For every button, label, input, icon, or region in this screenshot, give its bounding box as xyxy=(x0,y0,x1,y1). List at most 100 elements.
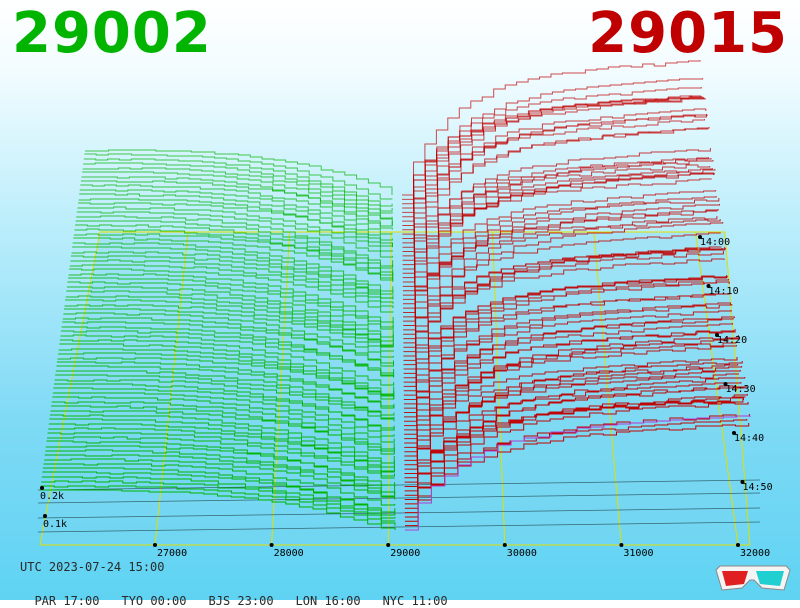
ask-depth-line xyxy=(404,394,748,514)
depth-tick-mark xyxy=(43,514,47,518)
bid-depth-lines xyxy=(40,149,396,530)
ask-depth-line xyxy=(404,396,746,501)
bid-depth-line xyxy=(67,281,394,330)
chart-axes: 27000 28000 29000 30000 31000 32000 14:00 14:10… xyxy=(40,235,773,559)
ask-depth-line xyxy=(403,196,717,305)
price-tick-mark xyxy=(502,543,507,547)
clock-london: LON 16:00 xyxy=(295,594,361,608)
ask-depth-line xyxy=(403,293,729,383)
ask-depth-line xyxy=(402,190,717,300)
bid-depth-line xyxy=(85,149,393,195)
world-clocks: PAR 17:00 TYO 00:00 BJS 23:00 LON 16:00 NYC … xyxy=(20,580,470,608)
bid-depth-line xyxy=(79,189,393,235)
bid-depth-line xyxy=(78,202,393,248)
bid-depth-line xyxy=(44,458,396,500)
3d-glasses-icon[interactable] xyxy=(714,562,792,592)
bid-depth-line xyxy=(82,171,393,219)
depth-reference-line xyxy=(37,507,761,519)
utc-clock: UTC 2023-07-24 15:00 xyxy=(20,560,165,574)
ask-depth-line xyxy=(402,78,704,213)
bid-depth-line xyxy=(69,264,394,309)
ask-depth-line xyxy=(404,335,739,453)
ask-depth-line xyxy=(402,96,703,209)
depth-tick-label: 0.2k xyxy=(40,491,64,502)
bid-depth-line xyxy=(79,193,393,241)
bid-depth-line xyxy=(73,233,394,278)
ask-depth-line xyxy=(403,247,723,344)
depth-tick-mark xyxy=(40,486,44,490)
ask-depth-line xyxy=(404,419,748,509)
price-tick-label: 29000 xyxy=(390,548,420,559)
ask-depth-line xyxy=(404,316,735,427)
bid-depth-line xyxy=(83,162,393,212)
bid-depth-line xyxy=(55,370,395,416)
bid-depth-line xyxy=(54,379,395,422)
bid-depth-line xyxy=(53,387,395,430)
price-tick-mark xyxy=(736,543,740,547)
ask-depth-line xyxy=(404,423,750,522)
bid-depth-line xyxy=(52,392,395,437)
ask-depth-line xyxy=(403,204,720,327)
price-tick-label: 30000 xyxy=(507,548,537,559)
bid-depth-line xyxy=(70,259,394,304)
bid-depth-line xyxy=(51,401,395,450)
price-tick-label: 32000 xyxy=(740,548,770,559)
ask-depth-line xyxy=(403,251,724,353)
depth-reference-line xyxy=(37,521,761,533)
best-ask-price: 29015 xyxy=(588,1,788,66)
bid-depth-line xyxy=(59,343,395,395)
ask-depth-line xyxy=(404,318,734,418)
price-tick-label: 31000 xyxy=(623,548,653,559)
time-tick-mark xyxy=(732,431,736,435)
bid-depth-line xyxy=(42,471,396,513)
bid-depth-line xyxy=(55,374,395,419)
price-tick-mark xyxy=(386,543,391,547)
ask-depth-line xyxy=(404,357,738,444)
ask-depth-line xyxy=(404,377,746,496)
time-tick-label: 14:20 xyxy=(717,335,747,346)
clock-paris: PAR 17:00 xyxy=(34,594,100,608)
bid-depth-line xyxy=(57,357,395,400)
bid-depth-line xyxy=(54,383,395,431)
ask-depth-line xyxy=(404,397,744,487)
bid-depth-line xyxy=(48,427,395,472)
grid-price-line xyxy=(387,231,392,546)
grid-price-line xyxy=(491,231,506,546)
ask-depth-line xyxy=(404,385,747,505)
bid-depth-line xyxy=(50,410,395,452)
time-tick-mark xyxy=(723,382,728,386)
ask-depth-line xyxy=(403,219,721,331)
bid-depth-line xyxy=(43,463,396,506)
ask-depth-line xyxy=(404,330,735,422)
ask-depth-line xyxy=(403,232,721,335)
ask-depth-lines xyxy=(402,60,751,531)
bid-depth-line xyxy=(71,255,394,300)
ask-depth-line xyxy=(403,248,726,366)
bid-depth-line xyxy=(75,220,394,269)
bid-depth-line xyxy=(78,198,393,247)
ask-depth-line xyxy=(402,114,707,240)
ask-depth-line xyxy=(402,168,713,279)
bid-depth-line xyxy=(58,352,395,400)
bid-depth-line xyxy=(52,396,395,443)
bid-depth-line xyxy=(56,365,395,409)
price-tick-label: 28000 xyxy=(274,548,304,559)
bid-depth-line xyxy=(47,432,395,477)
bid-depth-line xyxy=(40,489,396,530)
time-tick-mark xyxy=(698,235,702,239)
time-tick-label: 14:00 xyxy=(700,237,730,248)
ask-depth-line xyxy=(403,216,718,309)
time-tick-label: 14:40 xyxy=(734,433,764,444)
ask-depth-line xyxy=(402,114,708,244)
bid-depth-line xyxy=(80,184,393,230)
bid-depth-line xyxy=(63,312,394,358)
bid-depth-line xyxy=(41,476,396,519)
ask-depth-line xyxy=(402,160,714,283)
ask-depth-line xyxy=(403,304,733,409)
bid-depth-line xyxy=(68,273,394,323)
ask-depth-line xyxy=(405,415,751,531)
bid-depth-line xyxy=(51,405,395,455)
bid-depth-line xyxy=(44,454,396,496)
bid-depth-line xyxy=(62,321,394,365)
